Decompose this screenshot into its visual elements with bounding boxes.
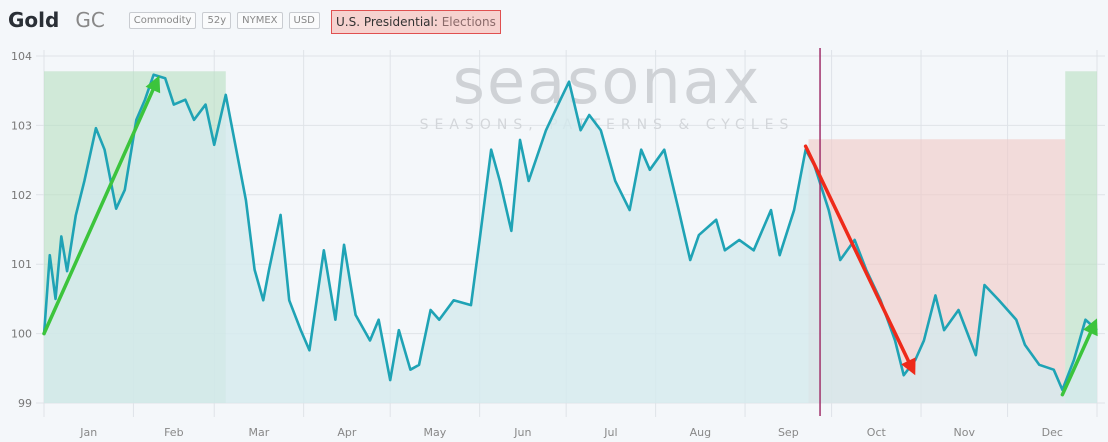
watermark-brand: seasonax — [453, 45, 762, 118]
trend-arrow-head — [901, 357, 916, 376]
x-tick-label: May — [424, 426, 447, 439]
x-tick-label: Jul — [603, 426, 617, 439]
chart-header: Gold GC Commodity 52y NYMEX USD — [8, 8, 320, 32]
x-tick-label: Oct — [867, 426, 887, 439]
instrument-symbol: GC — [75, 8, 105, 32]
x-tick-label: Feb — [164, 426, 183, 439]
tag-exchange[interactable]: NYMEX — [237, 11, 283, 29]
x-tick-label: Aug — [690, 426, 711, 439]
watermark-tagline: SEASONS, PATTERNS & CYCLES — [420, 117, 795, 133]
y-tick-label: 100 — [11, 328, 32, 341]
pattern-value: Elections — [441, 15, 496, 29]
pattern-selector[interactable]: U.S. Presidential: Elections — [331, 10, 501, 34]
watermark: seasonax SEASONS, PATTERNS & CYCLES — [420, 45, 795, 133]
trend-arrow-shaft — [42, 88, 155, 336]
series-line — [42, 73, 1098, 392]
x-tick-label: Mar — [249, 426, 270, 439]
y-tick-label: 101 — [11, 258, 32, 271]
x-tick-label: Nov — [954, 426, 976, 439]
trend-arrow-head — [1083, 318, 1098, 337]
x-tick-label: Jun — [513, 426, 531, 439]
y-tick-label: 99 — [18, 397, 32, 410]
y-tick-label: 103 — [11, 119, 32, 132]
x-tick-label: Apr — [337, 426, 357, 439]
trend-arrow-shaft — [803, 144, 911, 363]
x-tick-label: Sep — [778, 426, 799, 439]
x-tick-label: Dec — [1042, 426, 1063, 439]
tag-currency[interactable]: USD — [288, 11, 320, 29]
tag-asset-class[interactable]: Commodity — [128, 11, 197, 29]
trend-arrow-shaft — [1060, 331, 1093, 397]
tag-years[interactable]: 52y — [202, 11, 232, 29]
series-area — [44, 74, 1097, 403]
pattern-label: U.S. Presidential: — [336, 15, 438, 29]
y-tick-label: 102 — [11, 189, 32, 202]
trend-arrow-head — [145, 75, 161, 94]
y-tick-label: 104 — [11, 50, 32, 63]
instrument-title: Gold — [8, 8, 60, 32]
x-tick-label: Jan — [79, 426, 97, 439]
